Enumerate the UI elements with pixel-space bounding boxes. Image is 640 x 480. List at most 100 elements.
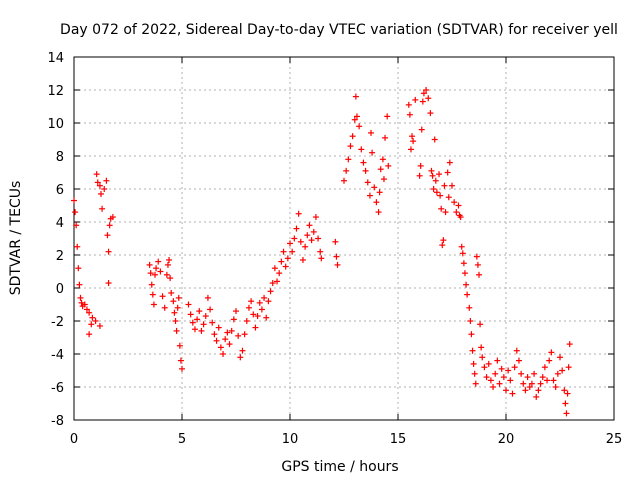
data-point xyxy=(548,349,555,356)
data-point xyxy=(431,136,438,143)
data-point xyxy=(217,344,224,351)
data-point xyxy=(215,324,222,331)
data-point xyxy=(267,288,274,295)
data-point xyxy=(554,370,561,377)
data-point xyxy=(458,243,465,250)
data-point xyxy=(369,149,376,156)
data-point xyxy=(566,341,573,348)
data-point xyxy=(507,377,514,384)
data-point xyxy=(356,123,363,130)
data-point xyxy=(261,294,268,301)
data-point xyxy=(161,304,168,311)
x-tick-labels: 0 5 10 15 20 25 xyxy=(70,432,622,447)
data-point xyxy=(177,357,184,364)
data-point xyxy=(353,113,360,120)
data-point xyxy=(72,209,79,216)
data-point xyxy=(477,321,484,328)
data-point xyxy=(254,313,261,320)
data-point xyxy=(103,177,110,184)
data-point xyxy=(440,237,447,244)
data-point xyxy=(207,306,214,313)
data-point xyxy=(459,250,466,257)
data-point xyxy=(92,318,99,324)
data-point xyxy=(377,166,384,173)
data-point xyxy=(248,298,255,305)
data-point xyxy=(410,138,417,145)
data-point xyxy=(472,380,479,387)
data-point xyxy=(265,298,272,305)
data-point xyxy=(228,327,235,334)
data-point xyxy=(485,360,492,367)
data-point xyxy=(436,171,443,178)
y-tick-label: 4 xyxy=(56,216,64,231)
data-point xyxy=(185,301,192,308)
data-point xyxy=(364,179,371,186)
data-point xyxy=(230,316,237,323)
x-tick-label: 5 xyxy=(178,432,186,447)
data-point xyxy=(224,329,231,336)
data-point xyxy=(515,357,522,364)
data-point xyxy=(467,318,474,324)
data-point xyxy=(109,214,116,221)
data-point xyxy=(441,182,448,189)
data-point xyxy=(157,268,164,275)
x-tick-label: 10 xyxy=(282,432,299,447)
data-point xyxy=(439,242,446,249)
data-point xyxy=(446,159,453,166)
data-point xyxy=(509,390,516,397)
data-point xyxy=(98,190,104,197)
data-point xyxy=(73,222,80,229)
data-point xyxy=(189,319,196,326)
data-point xyxy=(419,98,426,105)
data-point xyxy=(470,360,477,367)
data-point xyxy=(332,238,339,245)
data-point xyxy=(278,258,285,265)
data-point xyxy=(531,370,538,377)
data-point xyxy=(528,380,535,387)
data-point xyxy=(539,374,546,381)
data-point xyxy=(334,261,341,268)
data-point xyxy=(464,291,471,298)
data-point xyxy=(518,370,525,377)
data-point xyxy=(318,255,325,262)
data-point xyxy=(333,253,340,260)
data-point xyxy=(425,95,432,102)
data-point xyxy=(213,337,220,344)
data-point xyxy=(428,167,435,174)
y-tick-label: -4 xyxy=(51,348,64,363)
data-point xyxy=(376,189,383,196)
data-point xyxy=(432,177,439,184)
data-point xyxy=(174,304,181,311)
data-point xyxy=(552,384,559,390)
data-point xyxy=(280,248,287,255)
data-point xyxy=(505,367,512,374)
data-points xyxy=(71,87,573,417)
data-point xyxy=(473,253,480,260)
data-point xyxy=(202,313,209,320)
data-point xyxy=(96,322,103,329)
data-point xyxy=(442,209,449,216)
data-point xyxy=(172,318,179,324)
grid-lines xyxy=(74,57,614,420)
data-point xyxy=(416,172,423,179)
data-point xyxy=(565,364,572,371)
data-point xyxy=(315,235,322,242)
data-point xyxy=(176,342,183,349)
data-point xyxy=(526,384,533,390)
data-point xyxy=(360,159,367,166)
data-point xyxy=(317,248,324,255)
data-point xyxy=(235,332,242,339)
data-point xyxy=(152,271,158,278)
data-point xyxy=(471,370,478,377)
data-point xyxy=(149,291,156,298)
data-point xyxy=(299,256,306,263)
data-point xyxy=(345,156,352,163)
data-point xyxy=(76,281,83,288)
data-point xyxy=(105,280,112,287)
data-point xyxy=(284,255,291,262)
y-tick-label: 0 xyxy=(56,282,64,297)
x-tick-label: 20 xyxy=(498,432,515,447)
data-point xyxy=(170,298,177,305)
data-point xyxy=(310,228,317,235)
data-point xyxy=(239,347,246,354)
